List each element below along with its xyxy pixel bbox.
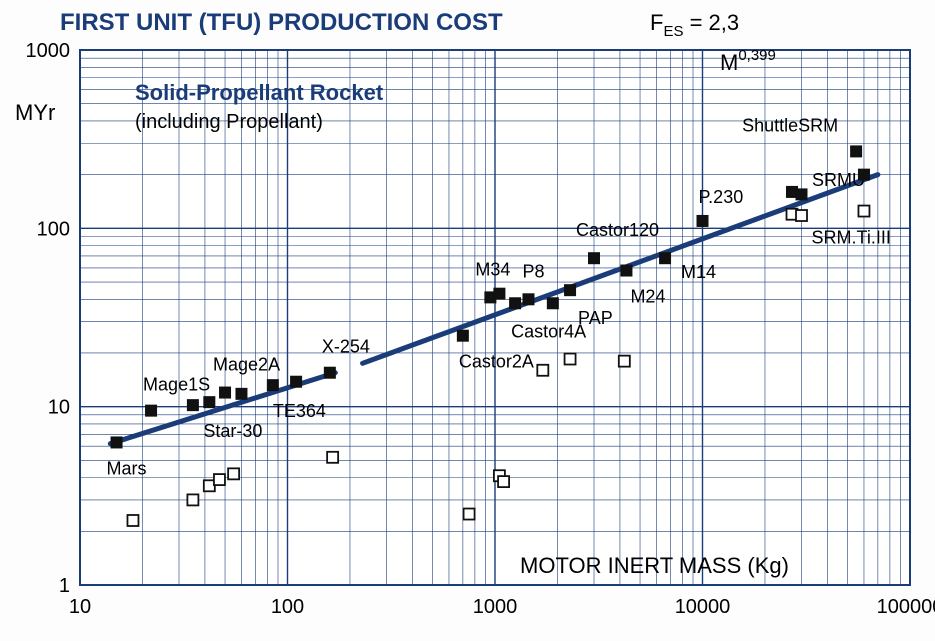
x-axis-label: MOTOR INERT MASS (Kg) [520, 553, 789, 578]
xtick-label: 10000 [675, 596, 731, 618]
data-point-filled [146, 405, 157, 416]
ytick-label: 1000 [26, 40, 71, 62]
data-point-filled [111, 437, 122, 448]
data-point-filled [510, 298, 521, 309]
subtitle-line1: Solid-Propellant Rocket [135, 80, 384, 105]
data-point-open [464, 509, 475, 520]
chart-root: 101001000100001000001101001000MarsMage1S… [0, 0, 935, 641]
xtick-label: 10 [69, 596, 91, 618]
data-point-filled [565, 285, 576, 296]
data-point-filled [494, 288, 505, 299]
point-label: Castor4A [511, 321, 586, 341]
data-point-filled [236, 388, 247, 399]
point-label: Mage1S [143, 375, 210, 395]
data-point-filled [697, 215, 708, 226]
point-label: P.230 [699, 187, 744, 207]
data-point-filled [457, 330, 468, 341]
data-point-open [498, 476, 509, 487]
point-label: Mars [107, 458, 147, 478]
data-point-open [858, 206, 869, 217]
data-point-filled [621, 265, 632, 276]
data-point-filled [796, 189, 807, 200]
data-point-filled [220, 387, 231, 398]
data-point-filled [204, 397, 215, 408]
point-label: P8 [522, 261, 544, 281]
data-point-open [228, 468, 239, 479]
point-label: PAP [578, 308, 613, 328]
data-point-open [619, 356, 630, 367]
data-point-open [537, 365, 548, 376]
data-point-filled [187, 400, 198, 411]
subtitle-line2: (including Propellant) [135, 111, 323, 133]
data-point-filled [324, 367, 335, 378]
ytick-label: 1 [59, 575, 70, 597]
point-label: M34 [475, 259, 510, 279]
point-label: Mage2A [213, 355, 280, 375]
point-label: SRMU [812, 170, 865, 190]
data-point-filled [660, 253, 671, 264]
point-label: M24 [630, 287, 665, 307]
data-point-filled [858, 169, 869, 180]
point-label: M14 [681, 262, 716, 282]
data-point-filled [851, 146, 862, 157]
data-point-filled [589, 253, 600, 264]
point-label: ShuttleSRM [742, 115, 838, 135]
data-point-filled [267, 380, 278, 391]
data-point-filled [291, 376, 302, 387]
data-point-open [327, 452, 338, 463]
point-label: TE364 [273, 401, 326, 421]
point-label: Castor120 [576, 220, 659, 240]
y-axis-label: MYr [15, 100, 55, 125]
point-label: X-254 [322, 337, 370, 357]
xtick-label: 100000 [877, 596, 935, 618]
data-point-open [796, 210, 807, 221]
data-point-open [127, 515, 138, 526]
data-point-open [187, 494, 198, 505]
xtick-label: 1000 [473, 596, 518, 618]
ytick-label: 100 [37, 218, 70, 240]
chart-title: FIRST UNIT (TFU) PRODUCTION COST [60, 9, 503, 36]
chart-svg: 101001000100001000001101001000MarsMage1S… [0, 0, 935, 641]
xtick-label: 100 [271, 596, 304, 618]
fes-label: FES = 2,3 [650, 10, 739, 40]
data-point-filled [547, 298, 558, 309]
data-point-open [565, 354, 576, 365]
data-point-open [214, 474, 225, 485]
data-point-filled [523, 294, 534, 305]
ytick-label: 10 [48, 397, 70, 419]
point-label: SRM.Ti.III [812, 228, 891, 248]
point-label: Castor2A [459, 352, 534, 372]
point-label: Star-30 [203, 421, 262, 441]
